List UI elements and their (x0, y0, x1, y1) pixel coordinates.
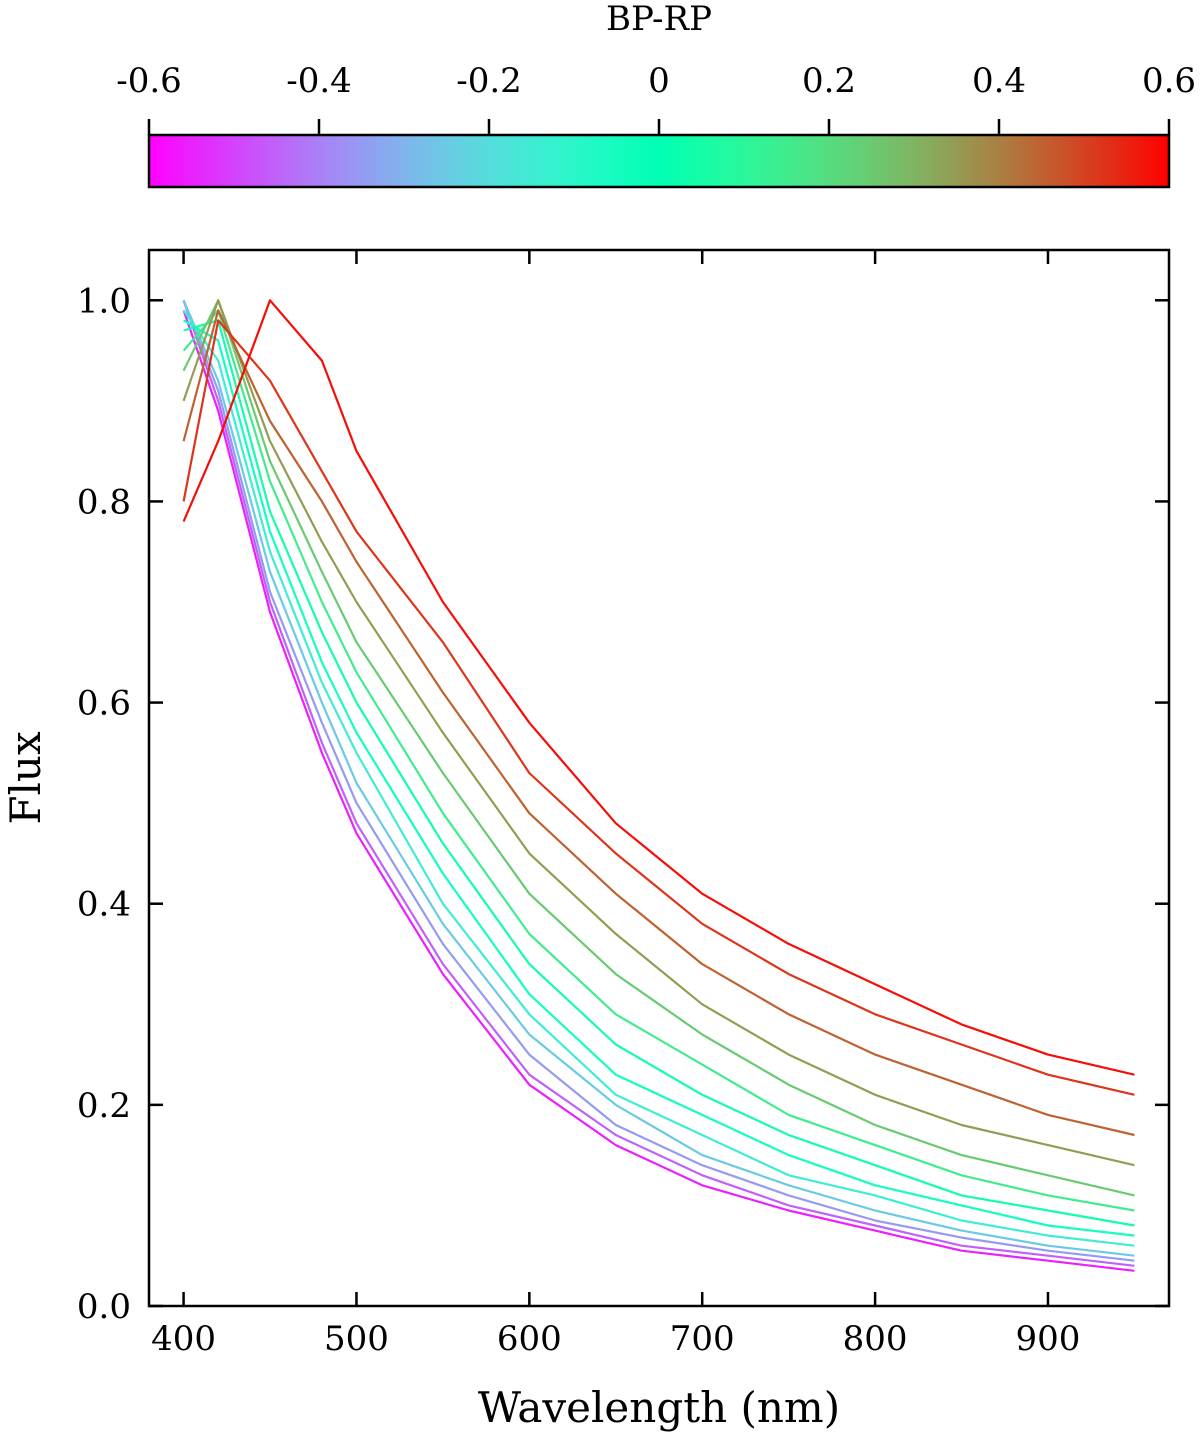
x-axis-ticks: 400 500 600 700 800 900 (151, 250, 1080, 1359)
colorbar-tick-label: -0.2 (456, 61, 522, 101)
x-tick-label: 600 (497, 1319, 562, 1359)
plot-frame (147, 248, 1171, 1308)
colorbar-tick-label: -0.4 (286, 61, 352, 101)
y-axis-title: Flux (1, 731, 50, 825)
colorbar-tick-label: 0.2 (802, 61, 856, 101)
colorbar-tick-label: -0.6 (116, 61, 182, 101)
x-tick-label: 500 (324, 1319, 389, 1359)
spectrum-line (183, 319, 1135, 1237)
spectrum-line (183, 319, 1135, 1227)
y-axis-ticks: 0.0 0.2 0.4 0.6 0.8 1.0 (77, 281, 1169, 1327)
spectrum-line (182, 299, 1135, 1262)
colorbar-tick-label: 0.6 (1142, 61, 1196, 101)
spectrum-line (182, 309, 1135, 1137)
x-tick-label: 900 (1016, 1319, 1081, 1359)
colorbar-tick-label: 0 (648, 61, 670, 101)
spectrum-line (182, 309, 1135, 1247)
spectrum-line (182, 299, 1135, 1267)
colorbar-gradient (147, 133, 1171, 189)
colorbar-tick-label: 0.4 (972, 61, 1026, 101)
colorbar-tick-labels: -0.6 -0.4 -0.2 0 0.2 0.4 0.6 (116, 61, 1196, 101)
spectrum-line (182, 299, 1135, 1167)
spectrum-line (182, 299, 1135, 1257)
spectrum-line (182, 299, 1135, 1076)
colorbar-ticks (147, 119, 1171, 135)
x-tick-label: 700 (670, 1319, 735, 1359)
spectra-series (182, 299, 1135, 1272)
spectrum-line (182, 299, 1135, 1197)
x-axis-title: Wavelength (nm) (478, 1383, 840, 1432)
x-tick-label: 400 (151, 1319, 216, 1359)
colorbar-title: BP-RP (606, 0, 712, 39)
y-tick-label: 1.0 (77, 281, 131, 321)
y-tick-label: 0.8 (77, 482, 131, 522)
y-tick-label: 0.0 (77, 1287, 131, 1327)
x-tick-label: 800 (843, 1319, 908, 1359)
spectrum-line (182, 309, 1135, 1272)
y-tick-label: 0.4 (77, 885, 131, 925)
y-tick-label: 0.6 (77, 684, 131, 724)
spectrum-line (182, 319, 1135, 1096)
y-tick-label: 0.2 (77, 1086, 131, 1126)
spectrum-line (182, 309, 1135, 1212)
